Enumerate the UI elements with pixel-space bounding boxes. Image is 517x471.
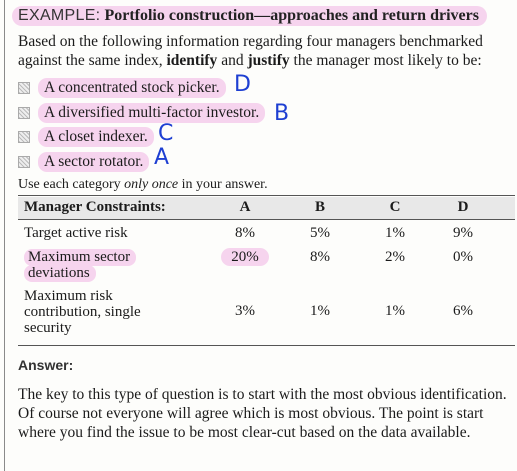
table-cell-d: 6% [453,303,473,319]
checkbox-icon [18,82,30,95]
margin-rule [4,0,5,471]
option-label: A diversified multi-factor investor. [38,102,266,123]
table-header-band [18,197,515,219]
instruction-italic: only once [124,177,179,192]
intro-text-2: and [217,52,248,69]
handwritten-answer: B [274,100,290,126]
table-cell-a: 8% [235,225,255,241]
table-cell-a: 3% [235,303,255,319]
table-cell-c: 2% [385,249,405,265]
option-label: A concentrated stock picker. [38,78,226,99]
handwritten-answer: A [154,144,170,170]
handwritten-answer: C [158,121,174,146]
table-row-label-target-active-risk: Target active risk [24,225,128,241]
answer-paragraph: The key to this type of question is to s… [18,386,507,441]
intro-paragraph: Based on the following information regar… [18,32,514,70]
example-label: EXAMPLE: [18,7,101,24]
table-header-b: B [314,199,325,215]
table-top-rule [18,195,515,196]
checkbox-icon [18,131,30,144]
intro-bold-identify: identify [166,52,218,69]
option-label: A closet indexer. [38,127,154,148]
checkbox-icon [18,106,30,119]
title-highlight: EXAMPLE: Portfolio construction—approach… [12,6,487,26]
table-cell-a: 20% [215,248,275,266]
option-diversified-multi-factor-investor: A diversified multi-factor investor. B [18,101,318,126]
answer-heading: Answer: [18,357,74,373]
option-closet-indexer: A closet indexer. C [18,121,318,150]
intro-text-1: Based on the following information regar… [18,33,483,69]
table-row-label-max-sector-deviations: Maximum sector deviations [24,249,154,282]
option-concentrated-stock-picker: A concentrated stock picker. D [18,72,318,101]
table-cell-d: 9% [453,225,473,241]
table-header-rule [18,219,515,220]
options-list: A concentrated stock picker. D A diversi… [18,72,318,175]
table-cell-c: 1% [385,303,405,319]
example-title-row: EXAMPLE: Portfolio construction—approach… [12,4,487,28]
checkbox-icon [18,155,30,168]
table-cell-d: 0% [453,249,473,265]
table-bottom-rule [18,345,515,346]
table-header-d: D [457,199,469,215]
table-cell-b: 5% [310,225,330,241]
table-cell-c: 1% [385,225,405,241]
intro-bold-justify: justify [247,52,290,69]
intro-text-3: the manager most likely to be: [289,52,482,69]
table-header-constraints: Manager Constraints: [24,199,166,215]
handwritten-answer: D [234,72,251,97]
table-cell-b: 8% [310,249,330,265]
example-title: Portfolio construction—approaches and re… [104,7,479,24]
cell-highlight: 20% [221,248,269,266]
option-label: A sector rotator. [38,151,150,172]
table-header-a: A [239,199,251,215]
row-label-highlight: Maximum sector deviations [24,249,137,282]
instruction-text-2: in your answer. [178,177,268,192]
table-cell-b: 1% [310,303,330,319]
instruction-line: Use each category only once in your answ… [18,177,268,193]
table-row-label-max-risk-contribution: Maximum risk contribution, single securi… [24,288,141,336]
table-header-c: C [389,199,401,215]
option-sector-rotator: A sector rotator. A [18,145,318,175]
instruction-text-1: Use each category [18,177,125,192]
